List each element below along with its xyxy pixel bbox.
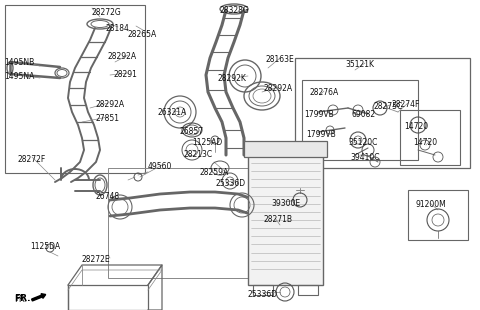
Text: 25336D: 25336D xyxy=(248,290,278,299)
Text: 28184: 28184 xyxy=(105,24,129,33)
Text: 69082: 69082 xyxy=(352,110,376,119)
Text: 28292K: 28292K xyxy=(218,74,247,83)
Text: 39410C: 39410C xyxy=(350,153,380,162)
Text: 28292A: 28292A xyxy=(96,100,125,109)
Text: 1125DA: 1125DA xyxy=(30,242,60,251)
Text: 28271B: 28271B xyxy=(263,215,292,224)
Text: 28292A: 28292A xyxy=(264,84,293,93)
Text: 14720: 14720 xyxy=(413,138,437,147)
Text: FR.: FR. xyxy=(14,294,31,303)
Text: 28291: 28291 xyxy=(113,70,137,79)
Bar xyxy=(108,168,248,278)
Text: 26321A: 26321A xyxy=(158,108,187,117)
Bar xyxy=(298,285,318,295)
FancyArrow shape xyxy=(32,294,46,301)
Text: 14720: 14720 xyxy=(404,122,428,131)
Text: 49560: 49560 xyxy=(148,162,172,171)
Bar xyxy=(248,155,323,285)
Text: 91200M: 91200M xyxy=(416,200,447,209)
Text: 26748: 26748 xyxy=(95,192,119,201)
Text: 1495NA: 1495NA xyxy=(4,72,35,81)
Bar xyxy=(408,190,468,240)
Text: 28272G: 28272G xyxy=(92,8,122,17)
Text: 26857: 26857 xyxy=(180,127,204,136)
Text: 28265A: 28265A xyxy=(128,30,157,39)
Text: 28213C: 28213C xyxy=(183,150,212,159)
Text: 35121K: 35121K xyxy=(345,60,374,69)
Text: 28272E: 28272E xyxy=(82,255,110,264)
Text: 28275C: 28275C xyxy=(373,102,402,111)
Text: 1125AD: 1125AD xyxy=(192,138,222,147)
Bar xyxy=(400,110,460,165)
Text: 1799VB: 1799VB xyxy=(304,110,334,119)
Text: 27851: 27851 xyxy=(96,114,120,123)
Text: 28272F: 28272F xyxy=(18,155,46,164)
Text: 35120C: 35120C xyxy=(348,138,377,147)
Bar xyxy=(295,58,470,168)
Bar xyxy=(253,285,273,295)
Text: 1799VB: 1799VB xyxy=(306,130,336,139)
Bar xyxy=(5,5,145,173)
Text: 28328G: 28328G xyxy=(220,6,250,15)
Bar xyxy=(244,141,327,157)
Text: 28163E: 28163E xyxy=(266,55,295,64)
Text: 28259A: 28259A xyxy=(200,168,229,177)
Text: 28292A: 28292A xyxy=(108,52,137,61)
Text: 25336D: 25336D xyxy=(216,179,246,188)
Text: 28274F: 28274F xyxy=(392,100,420,109)
Text: 39300E: 39300E xyxy=(271,199,300,208)
Text: 1495NB: 1495NB xyxy=(4,58,34,67)
Text: 28276A: 28276A xyxy=(310,88,339,97)
Text: FR.: FR. xyxy=(14,295,27,304)
Bar xyxy=(302,80,418,160)
